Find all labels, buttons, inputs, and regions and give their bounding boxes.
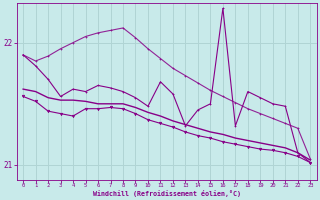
X-axis label: Windchill (Refroidissement éolien,°C): Windchill (Refroidissement éolien,°C) xyxy=(93,190,241,197)
